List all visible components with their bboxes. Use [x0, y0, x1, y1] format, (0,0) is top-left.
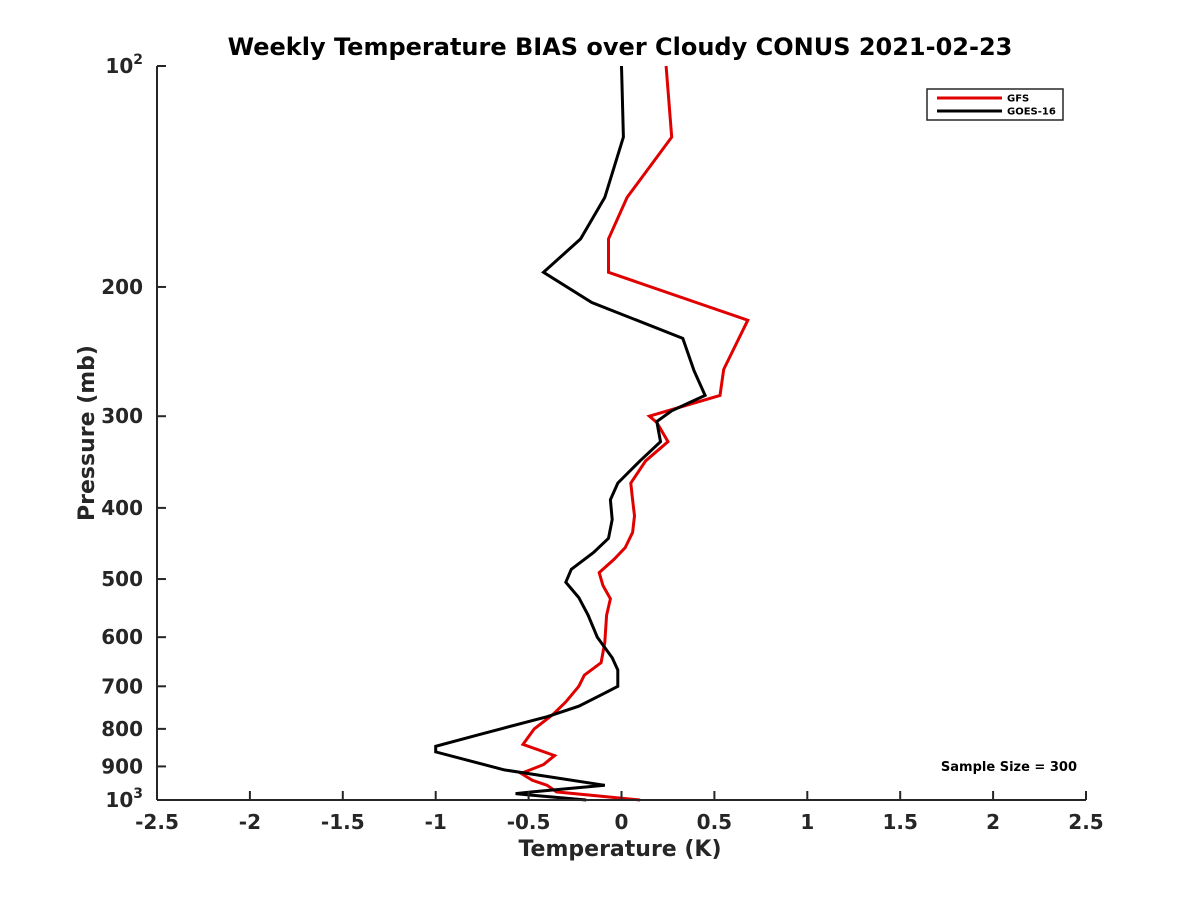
series-layer: [434, 65, 750, 802]
legend-box: [926, 88, 1064, 121]
x-tick-label: -2.5: [135, 810, 179, 834]
y-tick-label: 400: [101, 496, 143, 520]
x-tick-label: -1.5: [321, 810, 365, 834]
legend-label: GFS: [1007, 94, 1029, 105]
series-line-goes-16: [434, 65, 708, 802]
y-tick-label: 300: [101, 404, 143, 428]
x-tick-label: -0.5: [507, 810, 551, 834]
x-tick-label: 1.5: [882, 810, 917, 834]
chart-title: Weekly Temperature BIAS over Cloudy CONU…: [228, 33, 1013, 61]
x-tick-label: -2: [239, 810, 261, 834]
legend: GFS GOES-16: [926, 88, 1064, 121]
y-tick-label: 800: [101, 717, 143, 741]
y-tick-label: 200: [101, 275, 143, 299]
x-tick-label: 2: [986, 810, 1000, 834]
axes-layer: -2.5 -2 -1.5 -1 -0.5 0 0.5 1 1.5 2 2.5 102 200 300 400…: [101, 52, 1103, 834]
x-tick-label: -1: [425, 810, 447, 834]
y-tick-label: 600: [101, 625, 143, 649]
y-tick-label: 103: [105, 786, 143, 812]
x-tick-label: 0: [615, 810, 629, 834]
y-axis-label: Pressure (mb): [75, 345, 100, 521]
x-axis-label: Temperature (K): [518, 837, 721, 862]
sample-size-annotation: Sample Size = 300: [941, 760, 1077, 775]
x-tick-label: 0.5: [697, 810, 732, 834]
y-tick-label: 102: [105, 52, 143, 78]
series-line-gfs: [517, 65, 750, 802]
x-tick-label: 2.5: [1068, 810, 1103, 834]
y-tick-label: 500: [101, 567, 143, 591]
x-tick-label: 1: [800, 810, 814, 834]
y-tick-label: 700: [101, 674, 143, 698]
y-tick-label: 900: [101, 754, 143, 778]
legend-label: GOES-16: [1007, 107, 1056, 118]
